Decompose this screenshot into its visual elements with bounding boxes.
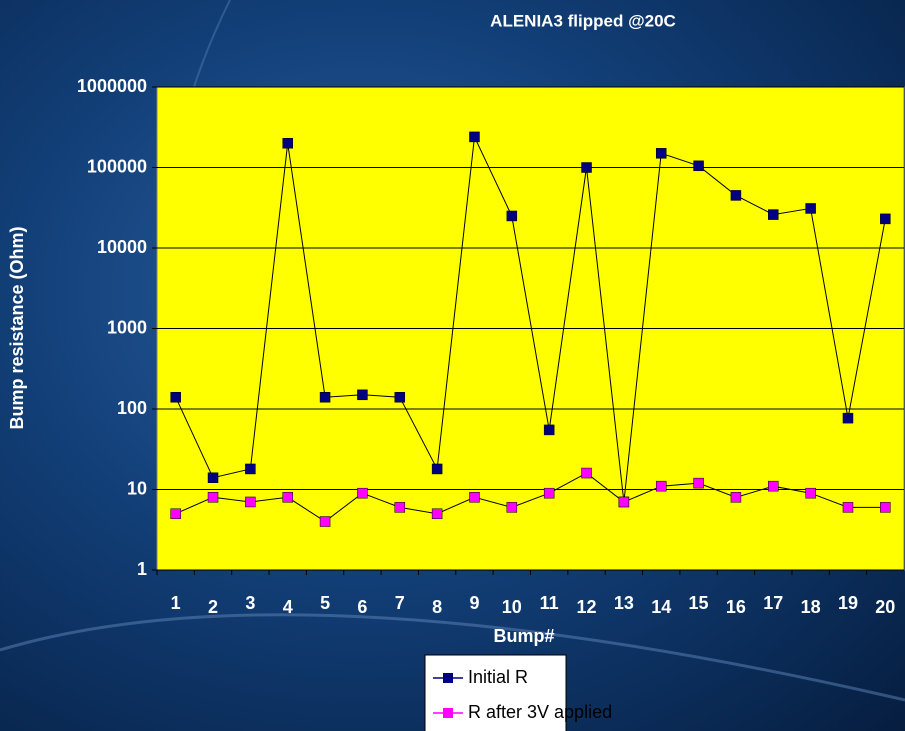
x-tick-label: 2	[208, 597, 218, 617]
data-point	[394, 502, 406, 513]
decor-swoosh	[0, 613, 905, 702]
data-point	[805, 203, 816, 214]
y-tick-label: 100000	[87, 156, 147, 176]
data-point	[768, 209, 779, 220]
x-tick-label: 10	[502, 597, 522, 617]
data-point	[357, 487, 368, 499]
legend-marker	[443, 708, 453, 718]
legend-label: Initial R	[468, 667, 528, 687]
data-point	[506, 502, 518, 513]
data-point	[543, 424, 555, 436]
x-axis-label: Bump#	[493, 626, 554, 646]
data-point	[543, 487, 555, 499]
data-point	[730, 492, 742, 503]
y-tick-label: 10000	[97, 237, 147, 257]
y-tick-label: 1000	[107, 317, 147, 337]
data-point	[693, 477, 704, 489]
data-point	[768, 480, 779, 492]
data-point	[581, 162, 592, 173]
legend-box	[424, 654, 567, 731]
x-tick-label: 6	[357, 597, 367, 617]
data-point	[207, 472, 219, 483]
data-point	[282, 138, 293, 149]
y-axis-label: Bump resistance (Ohm)	[7, 226, 27, 429]
series-line	[175, 135, 886, 503]
data-point	[170, 508, 181, 519]
y-tick-label: 1	[137, 559, 147, 579]
y-tick-label: 10	[127, 478, 147, 498]
data-point	[431, 463, 443, 475]
data-point	[469, 131, 480, 143]
x-tick-label: 12	[577, 597, 597, 617]
data-point	[394, 391, 406, 403]
data-point	[170, 391, 181, 403]
data-point	[842, 412, 854, 424]
data-point	[207, 492, 219, 503]
y-tick-label: 100	[117, 398, 147, 418]
data-point	[431, 508, 443, 519]
x-tick-label: 4	[283, 597, 293, 617]
data-point	[506, 210, 518, 222]
x-tick-label: 19	[838, 593, 858, 613]
data-point	[618, 496, 630, 508]
data-point	[730, 190, 742, 201]
data-point	[655, 148, 667, 159]
series-line	[175, 472, 886, 523]
x-tick-label: 17	[763, 593, 783, 613]
data-point	[282, 492, 293, 503]
x-tick-label: 20	[875, 597, 895, 617]
data-point	[842, 502, 854, 513]
legend: Initial R R after 3V applied	[424, 654, 612, 731]
data-point	[319, 516, 331, 527]
x-tick-label: 11	[540, 593, 559, 613]
data-point	[245, 496, 256, 508]
data-point	[319, 391, 331, 403]
x-tick-label: 18	[801, 597, 821, 617]
data-point	[357, 389, 368, 401]
data-point	[245, 463, 256, 475]
x-tick-label: 14	[651, 597, 671, 617]
legend-marker	[443, 673, 453, 683]
legend-label: R after 3V applied	[468, 702, 612, 722]
data-point	[805, 487, 816, 499]
y-tick-label: 1000000	[77, 76, 147, 96]
x-tick-label: 16	[726, 597, 746, 617]
data-point	[693, 160, 704, 172]
x-tick-label: 15	[689, 593, 709, 613]
data-point	[880, 502, 891, 513]
x-tick-label: 1	[171, 593, 181, 613]
data-point	[655, 480, 667, 492]
x-tick-label: 8	[432, 597, 442, 617]
x-tick-label: 13	[614, 593, 634, 613]
x-tick-label: 7	[395, 593, 405, 613]
data-point	[880, 213, 891, 225]
x-tick-label: 5	[320, 593, 330, 613]
chart-title: ALENIA3 flipped @20C	[490, 11, 676, 30]
x-tick-label: 9	[469, 593, 479, 613]
x-tick-label: 3	[245, 593, 255, 613]
data-point	[469, 492, 480, 503]
data-point	[581, 467, 592, 479]
